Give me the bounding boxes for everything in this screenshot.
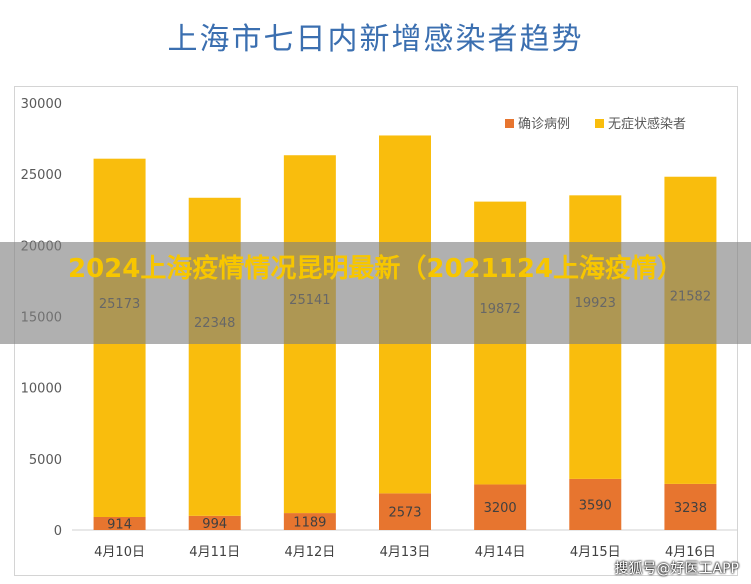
bar-confirmed — [664, 483, 717, 530]
bar-confirmed — [93, 516, 146, 530]
watermark: 搜狐号@好医工APP — [614, 561, 739, 577]
bar-confirmed — [188, 515, 241, 530]
x-tick-label: 4月10日 — [94, 545, 145, 560]
y-tick-label: 30000 — [21, 97, 62, 112]
data-label-confirmed: 914 — [107, 517, 132, 532]
data-label-confirmed: 1189 — [293, 516, 326, 531]
chart-title: 上海市七日内新增感染者趋势 — [167, 22, 584, 57]
legend-label-confirmed: 确诊病例 — [518, 117, 570, 132]
data-label-confirmed: 994 — [202, 517, 227, 532]
x-tick-label: 4月14日 — [475, 545, 526, 560]
bar-confirmed — [283, 513, 336, 530]
x-tick-label: 4月16日 — [665, 545, 716, 560]
data-label-confirmed: 3590 — [579, 498, 612, 513]
y-tick-label: 0 — [54, 524, 62, 539]
data-label-confirmed: 3238 — [674, 501, 707, 516]
bar-confirmed — [569, 478, 622, 530]
bar-confirmed — [474, 484, 527, 530]
legend-label-asymptomatic: 无症状感染者 — [608, 116, 686, 132]
y-tick-label: 10000 — [21, 382, 62, 397]
y-tick-label: 25000 — [21, 168, 62, 183]
legend-swatch-asymptomatic — [595, 119, 604, 128]
headline-overlay-band — [0, 242, 751, 344]
x-tick-label: 4月11日 — [189, 545, 240, 560]
bar-confirmed — [379, 493, 431, 530]
data-label-confirmed: 3200 — [484, 501, 517, 516]
x-tick-label: 4月15日 — [570, 545, 621, 560]
headline-overlay-text: 2024上海疫情情况昆明最新（2021124上海疫情） — [68, 254, 683, 284]
x-tick-label: 4月12日 — [284, 545, 335, 560]
x-tick-label: 4月13日 — [380, 545, 431, 560]
y-tick-label: 5000 — [29, 453, 62, 468]
data-label-confirmed: 2573 — [388, 506, 421, 521]
legend-swatch-confirmed — [505, 119, 514, 128]
